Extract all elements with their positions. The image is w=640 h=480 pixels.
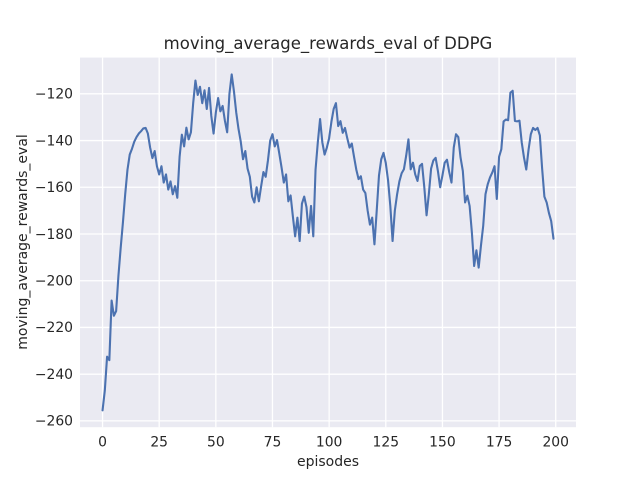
plot-area xyxy=(80,57,576,428)
x-tick-label: 25 xyxy=(150,435,168,451)
y-tick-label: −240 xyxy=(35,367,73,383)
x-tick-label: 50 xyxy=(207,435,225,451)
series-line-moving_average_rewards_eval xyxy=(101,73,555,412)
x-tick-label: 175 xyxy=(486,435,513,451)
y-tick-label: −200 xyxy=(35,274,73,290)
x-tick-label: 125 xyxy=(373,435,400,451)
x-tick-label: 150 xyxy=(429,435,456,451)
x-tick-label: 200 xyxy=(542,435,569,451)
y-tick-label: −120 xyxy=(35,87,73,103)
x-tick-label: 75 xyxy=(264,435,282,451)
series-group xyxy=(101,73,555,412)
y-tick-label: −140 xyxy=(35,133,73,149)
y-tick-label: −220 xyxy=(35,320,73,336)
x-tick-label: 0 xyxy=(98,435,107,451)
y-axis-label: moving_average_rewards_eval xyxy=(15,134,31,350)
y-tick-label: −180 xyxy=(35,227,73,243)
y-tick-label: −160 xyxy=(35,180,73,196)
gridlines xyxy=(80,57,576,428)
x-tick-labels: 0 25 50 75 100 125 150 175 200 xyxy=(98,435,569,451)
x-tick-label: 100 xyxy=(316,435,343,451)
y-tick-label: −260 xyxy=(35,414,73,430)
chart-title: moving_average_rewards_eval of DDPG xyxy=(164,34,493,54)
y-tick-labels: −260 −240 −220 −200 −180 −160 −140 −120 xyxy=(35,87,73,430)
x-axis-label: episodes xyxy=(297,454,359,470)
